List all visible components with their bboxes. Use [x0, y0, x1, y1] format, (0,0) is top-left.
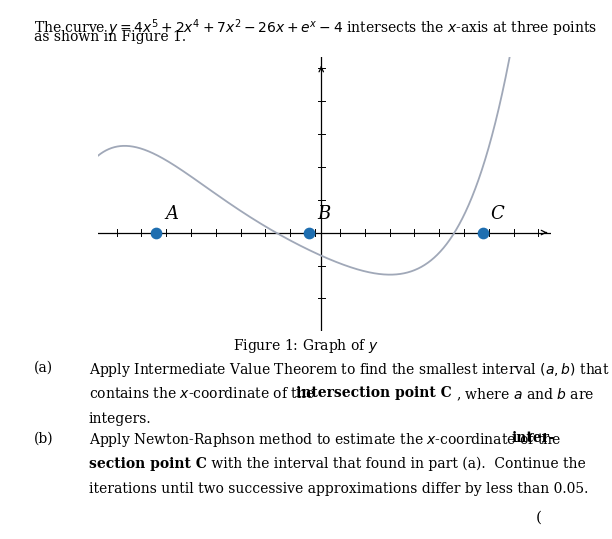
Text: , where $a$ and $b$ are: , where $a$ and $b$ are	[456, 386, 594, 403]
Text: contains the $x$-coordinate of the: contains the $x$-coordinate of the	[89, 386, 315, 402]
Point	[477, 228, 487, 237]
Text: integers.: integers.	[89, 412, 151, 426]
Text: as shown in Figure 1.: as shown in Figure 1.	[34, 30, 186, 44]
Text: intersection point C: intersection point C	[296, 386, 452, 400]
Text: inter-: inter-	[512, 431, 555, 445]
Text: (a): (a)	[34, 361, 53, 375]
Text: (b): (b)	[34, 431, 53, 445]
Text: Apply Intermediate Value Theorem to find the smallest interval $(a, b)$ that: Apply Intermediate Value Theorem to find…	[89, 361, 610, 379]
Text: with the interval that found in part (a).  Continue the: with the interval that found in part (a)…	[207, 457, 586, 471]
Point	[151, 228, 161, 237]
Text: B: B	[317, 205, 330, 223]
Text: Figure 1: Graph of $y$: Figure 1: Graph of $y$	[233, 337, 379, 355]
Text: A: A	[165, 205, 178, 223]
Text: Apply Newton-Raphson method to estimate the $x$-coordinate of the: Apply Newton-Raphson method to estimate …	[89, 431, 562, 449]
Point	[305, 228, 315, 237]
Text: (: (	[536, 511, 542, 525]
Text: section point C: section point C	[89, 457, 207, 471]
Text: iterations until two successive approximations differ by less than 0.05.: iterations until two successive approxim…	[89, 482, 588, 496]
Text: The curve $y = 4x^5 + 2x^4 + 7x^2 - 26x + e^x - 4$ intersects the $x$-axis at th: The curve $y = 4x^5 + 2x^4 + 7x^2 - 26x …	[34, 18, 597, 39]
Text: C: C	[490, 205, 504, 223]
